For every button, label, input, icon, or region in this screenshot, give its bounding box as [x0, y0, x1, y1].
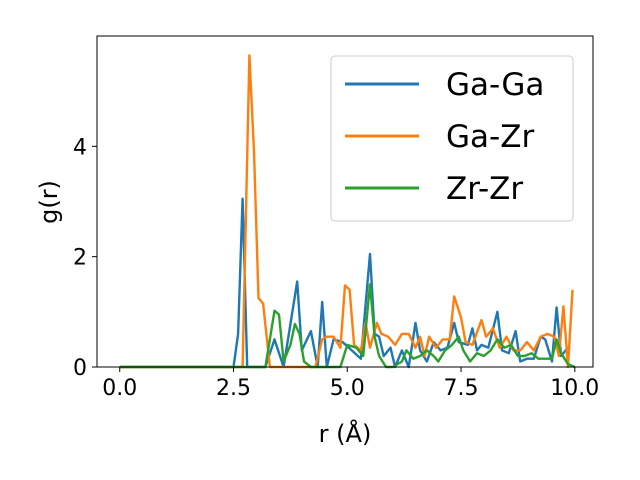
y-tick-label: 2: [73, 246, 87, 271]
legend-label: Zr-Zr: [446, 171, 523, 207]
x-tick-label: 2.5: [216, 376, 251, 401]
x-tick-label: 7.5: [444, 376, 479, 401]
series-line-ga-zr: [119, 54, 574, 369]
series-line-zr-zr: [119, 283, 576, 369]
x-tick-label: 10.0: [550, 376, 599, 401]
legend: Ga-Ga Ga-Zr Zr-Zr: [330, 55, 574, 222]
x-axis-label: r (Å): [319, 419, 372, 448]
y-tick-label: 0: [73, 356, 87, 381]
plot-lines: [119, 54, 576, 369]
x-tick-label: 0.0: [102, 376, 137, 401]
plot-frame: [96, 35, 594, 368]
legend-label: Ga-Ga: [446, 67, 544, 103]
y-axis-label: g(r): [35, 180, 63, 224]
legend-label: Ga-Zr: [446, 119, 534, 155]
y-tick-label: 4: [73, 135, 87, 160]
series-line-ga-ga: [119, 197, 571, 369]
legend-box: [330, 55, 574, 222]
y-axis: 0 2 4: [73, 135, 97, 381]
x-axis: 0.0 2.5 5.0 7.5 10.0: [102, 367, 599, 401]
x-tick-label: 5.0: [330, 376, 365, 401]
